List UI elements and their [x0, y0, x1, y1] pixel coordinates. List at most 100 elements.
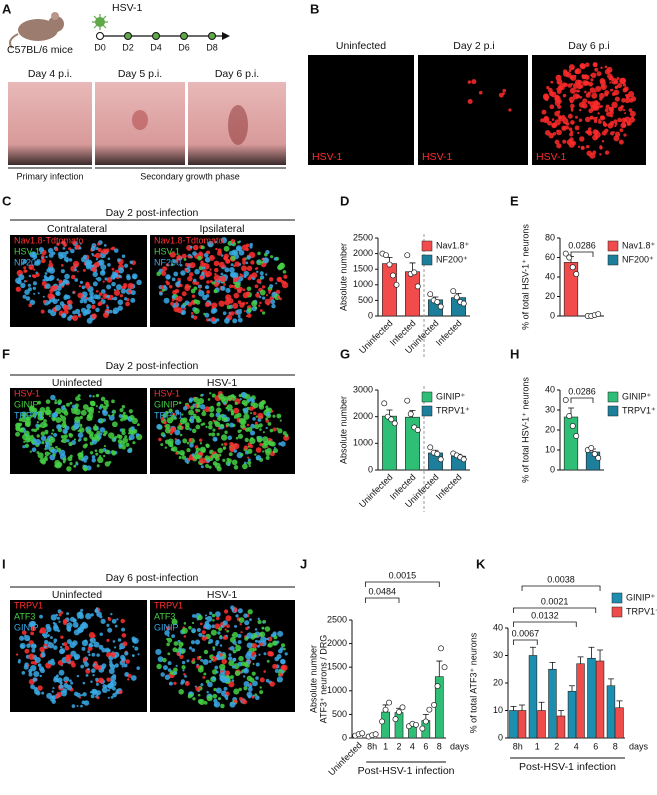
cell — [102, 409, 107, 414]
cell — [100, 289, 106, 294]
cell — [221, 443, 224, 446]
cell — [247, 448, 253, 454]
cell — [58, 669, 65, 676]
cell — [224, 670, 230, 676]
cell — [163, 297, 170, 304]
cell — [182, 406, 188, 411]
cell — [121, 665, 124, 668]
timeline — [96, 32, 230, 40]
cell — [239, 696, 243, 701]
timepoint: D4 — [150, 42, 162, 52]
cell — [175, 297, 179, 301]
cell — [136, 279, 142, 286]
cell — [47, 292, 54, 300]
cell — [225, 406, 229, 410]
cell — [191, 614, 196, 618]
cell — [108, 460, 112, 464]
cell — [577, 131, 580, 135]
stain-label: TRPV1 — [154, 410, 183, 420]
data-point — [414, 283, 421, 290]
cell — [227, 435, 233, 441]
data-point — [573, 433, 580, 439]
cell — [237, 633, 242, 639]
legend-label: TRPV1⁺ — [622, 405, 656, 415]
cell — [587, 130, 593, 136]
cell — [219, 675, 226, 682]
cell — [103, 666, 106, 669]
cell — [82, 681, 86, 685]
cell — [233, 465, 239, 470]
cell — [256, 278, 262, 284]
cell — [64, 645, 70, 651]
cell — [602, 121, 606, 125]
cell — [562, 139, 567, 144]
cell — [246, 642, 253, 649]
cell — [254, 695, 260, 701]
cell — [118, 414, 123, 418]
cell — [23, 269, 27, 273]
bar — [509, 710, 518, 739]
cell — [179, 433, 183, 437]
cell — [28, 303, 32, 308]
cell — [181, 291, 187, 297]
cell — [216, 407, 222, 413]
cell — [60, 635, 64, 639]
legend-label: GINIP⁺ — [436, 391, 466, 401]
cell — [245, 243, 250, 248]
cell — [554, 139, 560, 145]
cell — [270, 255, 274, 259]
data-point — [453, 294, 460, 301]
cell — [248, 682, 252, 686]
y-tick-label: 3000 — [353, 384, 373, 394]
cell — [36, 421, 39, 424]
cell — [37, 452, 44, 459]
cell — [64, 273, 70, 280]
cell — [84, 639, 88, 643]
image-title: Day 6 p.i — [568, 40, 609, 52]
cell — [229, 701, 236, 708]
cell — [235, 436, 239, 440]
cell — [108, 414, 115, 421]
cell — [213, 687, 217, 692]
y-tick-label: 20 — [545, 424, 555, 434]
cell — [71, 404, 77, 409]
cell — [243, 270, 250, 277]
cell — [96, 613, 99, 616]
cell — [63, 405, 66, 408]
cell — [107, 263, 111, 267]
cell — [270, 441, 276, 447]
cell — [558, 115, 564, 122]
cell — [31, 648, 36, 653]
cell — [233, 449, 237, 453]
cell — [158, 437, 162, 442]
cell — [96, 653, 100, 657]
cell — [15, 286, 21, 292]
data-point — [382, 706, 389, 713]
cell — [596, 71, 602, 77]
cell — [119, 647, 122, 650]
data-point — [399, 704, 406, 711]
cell — [257, 251, 261, 256]
cell — [212, 676, 216, 681]
cell — [202, 294, 208, 301]
cell — [197, 398, 205, 405]
cell — [247, 313, 252, 318]
cell — [171, 446, 178, 452]
cell — [243, 613, 248, 618]
cell — [184, 285, 191, 292]
cell — [23, 266, 27, 270]
cell — [47, 642, 55, 649]
cell — [90, 680, 93, 684]
cell — [87, 667, 90, 671]
cell — [22, 294, 27, 299]
cell — [617, 117, 622, 123]
cell — [25, 280, 28, 283]
cell — [105, 248, 110, 253]
cell — [204, 617, 208, 620]
cell — [61, 241, 65, 245]
cell — [227, 656, 233, 661]
cell — [30, 661, 34, 665]
cell — [98, 455, 102, 458]
data-point — [407, 411, 414, 417]
cell — [127, 282, 134, 290]
